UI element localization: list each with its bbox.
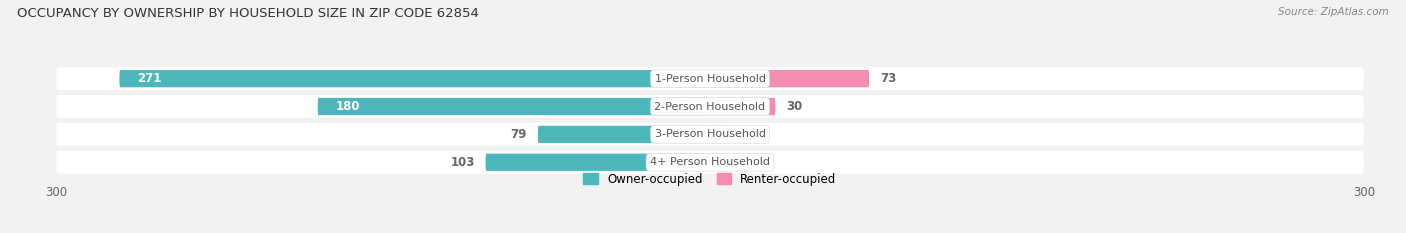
Text: 103: 103 [450,156,475,169]
Text: 79: 79 [510,128,527,141]
Text: Source: ZipAtlas.com: Source: ZipAtlas.com [1278,7,1389,17]
Legend: Owner-occupied, Renter-occupied: Owner-occupied, Renter-occupied [583,172,837,185]
Text: 180: 180 [335,100,360,113]
FancyBboxPatch shape [56,95,1364,118]
FancyBboxPatch shape [710,154,721,171]
Text: 1-Person Household: 1-Person Household [655,74,765,84]
Text: 7: 7 [737,128,744,141]
FancyBboxPatch shape [120,70,710,87]
Text: 3-Person Household: 3-Person Household [655,129,765,139]
FancyBboxPatch shape [56,151,1364,174]
FancyBboxPatch shape [710,98,776,115]
Text: 73: 73 [880,72,896,85]
FancyBboxPatch shape [710,70,869,87]
FancyBboxPatch shape [485,154,710,171]
Text: 4+ Person Household: 4+ Person Household [650,157,770,167]
Text: OCCUPANCY BY OWNERSHIP BY HOUSEHOLD SIZE IN ZIP CODE 62854: OCCUPANCY BY OWNERSHIP BY HOUSEHOLD SIZE… [17,7,479,20]
Text: 2-Person Household: 2-Person Household [654,102,766,112]
FancyBboxPatch shape [56,123,1364,146]
FancyBboxPatch shape [710,126,725,143]
FancyBboxPatch shape [538,126,710,143]
FancyBboxPatch shape [318,98,710,115]
Text: 30: 30 [786,100,803,113]
FancyBboxPatch shape [56,67,1364,90]
Text: 271: 271 [136,72,162,85]
Text: 5: 5 [731,156,740,169]
